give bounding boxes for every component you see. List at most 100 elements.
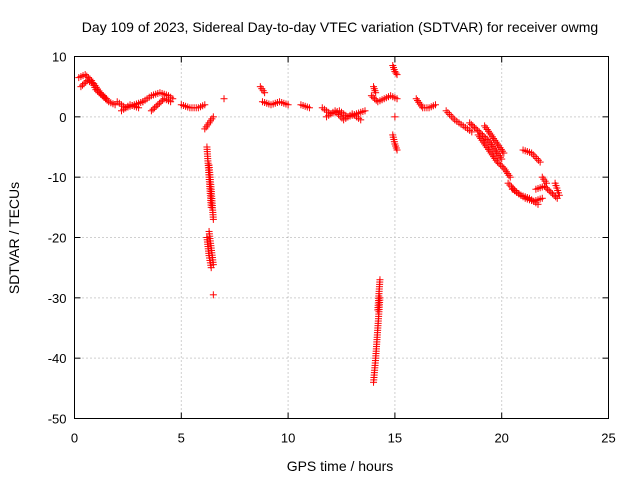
data-point xyxy=(496,144,504,152)
y-tick-label: -30 xyxy=(48,291,67,306)
data-point xyxy=(534,200,542,208)
data-point xyxy=(499,147,507,155)
data-point xyxy=(357,116,365,124)
data-point xyxy=(367,92,375,100)
data-point xyxy=(542,184,550,192)
data-point xyxy=(468,128,476,136)
data-point xyxy=(487,149,495,157)
data-point xyxy=(491,154,499,162)
data-points xyxy=(75,62,563,386)
data-point xyxy=(470,123,478,131)
data-point xyxy=(538,194,546,202)
data-point xyxy=(497,161,505,169)
data-point xyxy=(504,170,512,178)
data-point xyxy=(555,191,563,199)
data-point xyxy=(167,98,175,106)
data-point xyxy=(544,185,552,193)
data-point xyxy=(414,97,422,105)
y-tick-label: -40 xyxy=(48,351,67,366)
data-point xyxy=(209,215,217,223)
data-point xyxy=(479,138,487,146)
data-point xyxy=(333,109,341,117)
data-point xyxy=(501,166,509,174)
data-point xyxy=(95,87,103,95)
data-point xyxy=(529,151,537,159)
data-point xyxy=(94,85,102,93)
data-point xyxy=(159,96,167,104)
data-point xyxy=(491,136,499,144)
data-point xyxy=(547,188,555,196)
data-point xyxy=(371,95,379,103)
data-point xyxy=(486,139,494,147)
x-tick-label: 15 xyxy=(388,431,402,446)
data-point xyxy=(417,102,425,110)
data-point xyxy=(472,125,480,133)
data-point xyxy=(331,107,339,115)
data-point xyxy=(492,156,500,164)
data-point xyxy=(369,93,377,101)
data-point xyxy=(484,127,492,135)
x-tick-label: 5 xyxy=(178,431,185,446)
x-tick-label: 25 xyxy=(601,431,615,446)
data-point xyxy=(490,144,498,152)
data-point xyxy=(483,144,491,152)
data-point xyxy=(336,112,344,120)
data-point xyxy=(103,95,111,103)
data-point xyxy=(101,93,109,101)
data-point xyxy=(447,112,455,120)
data-point xyxy=(485,137,493,145)
y-tick-label: 10 xyxy=(52,50,66,65)
axis-ticks: 0 5 10 15 20 25 -50 -40 -30 -20 -10 0 10 xyxy=(48,50,616,446)
data-point xyxy=(490,153,498,161)
data-point xyxy=(481,122,489,130)
data-point xyxy=(548,190,556,198)
data-point xyxy=(393,146,401,154)
data-point xyxy=(486,147,494,155)
y-tick-label: -10 xyxy=(48,170,67,185)
data-point xyxy=(496,153,504,161)
data-point xyxy=(392,69,400,77)
data-point xyxy=(92,83,100,91)
data-point xyxy=(80,80,88,88)
data-point xyxy=(361,107,369,115)
data-point xyxy=(500,164,508,172)
data-point xyxy=(284,101,292,109)
data-point xyxy=(372,96,380,104)
data-point xyxy=(449,114,457,122)
data-point xyxy=(475,133,483,141)
data-point xyxy=(154,101,162,109)
data-point xyxy=(444,109,452,117)
data-point xyxy=(209,113,217,121)
data-point xyxy=(391,113,399,121)
y-tick-label: -50 xyxy=(48,412,67,427)
data-point xyxy=(483,135,491,143)
data-point xyxy=(488,151,496,159)
data-point xyxy=(442,107,450,115)
data-point xyxy=(493,148,501,156)
data-point xyxy=(482,142,490,150)
data-point xyxy=(487,131,495,139)
data-point xyxy=(495,151,503,159)
data-point xyxy=(201,101,209,109)
data-point xyxy=(393,95,401,103)
data-point xyxy=(376,276,384,284)
data-point xyxy=(99,92,107,100)
data-point xyxy=(157,98,165,106)
data-point xyxy=(493,140,501,148)
data-point xyxy=(543,179,551,187)
data-point xyxy=(431,101,439,109)
data-point xyxy=(393,71,401,79)
data-point xyxy=(493,158,501,166)
data-point xyxy=(220,95,228,103)
data-point xyxy=(552,193,560,201)
data-point xyxy=(151,104,159,112)
data-point xyxy=(488,133,496,141)
data-point xyxy=(506,181,514,189)
data-point xyxy=(335,110,343,118)
data-point xyxy=(497,145,505,153)
data-point xyxy=(474,126,482,134)
data-point xyxy=(498,155,506,163)
data-point xyxy=(209,261,217,269)
data-point xyxy=(494,150,502,158)
x-tick-label: 20 xyxy=(494,431,508,446)
